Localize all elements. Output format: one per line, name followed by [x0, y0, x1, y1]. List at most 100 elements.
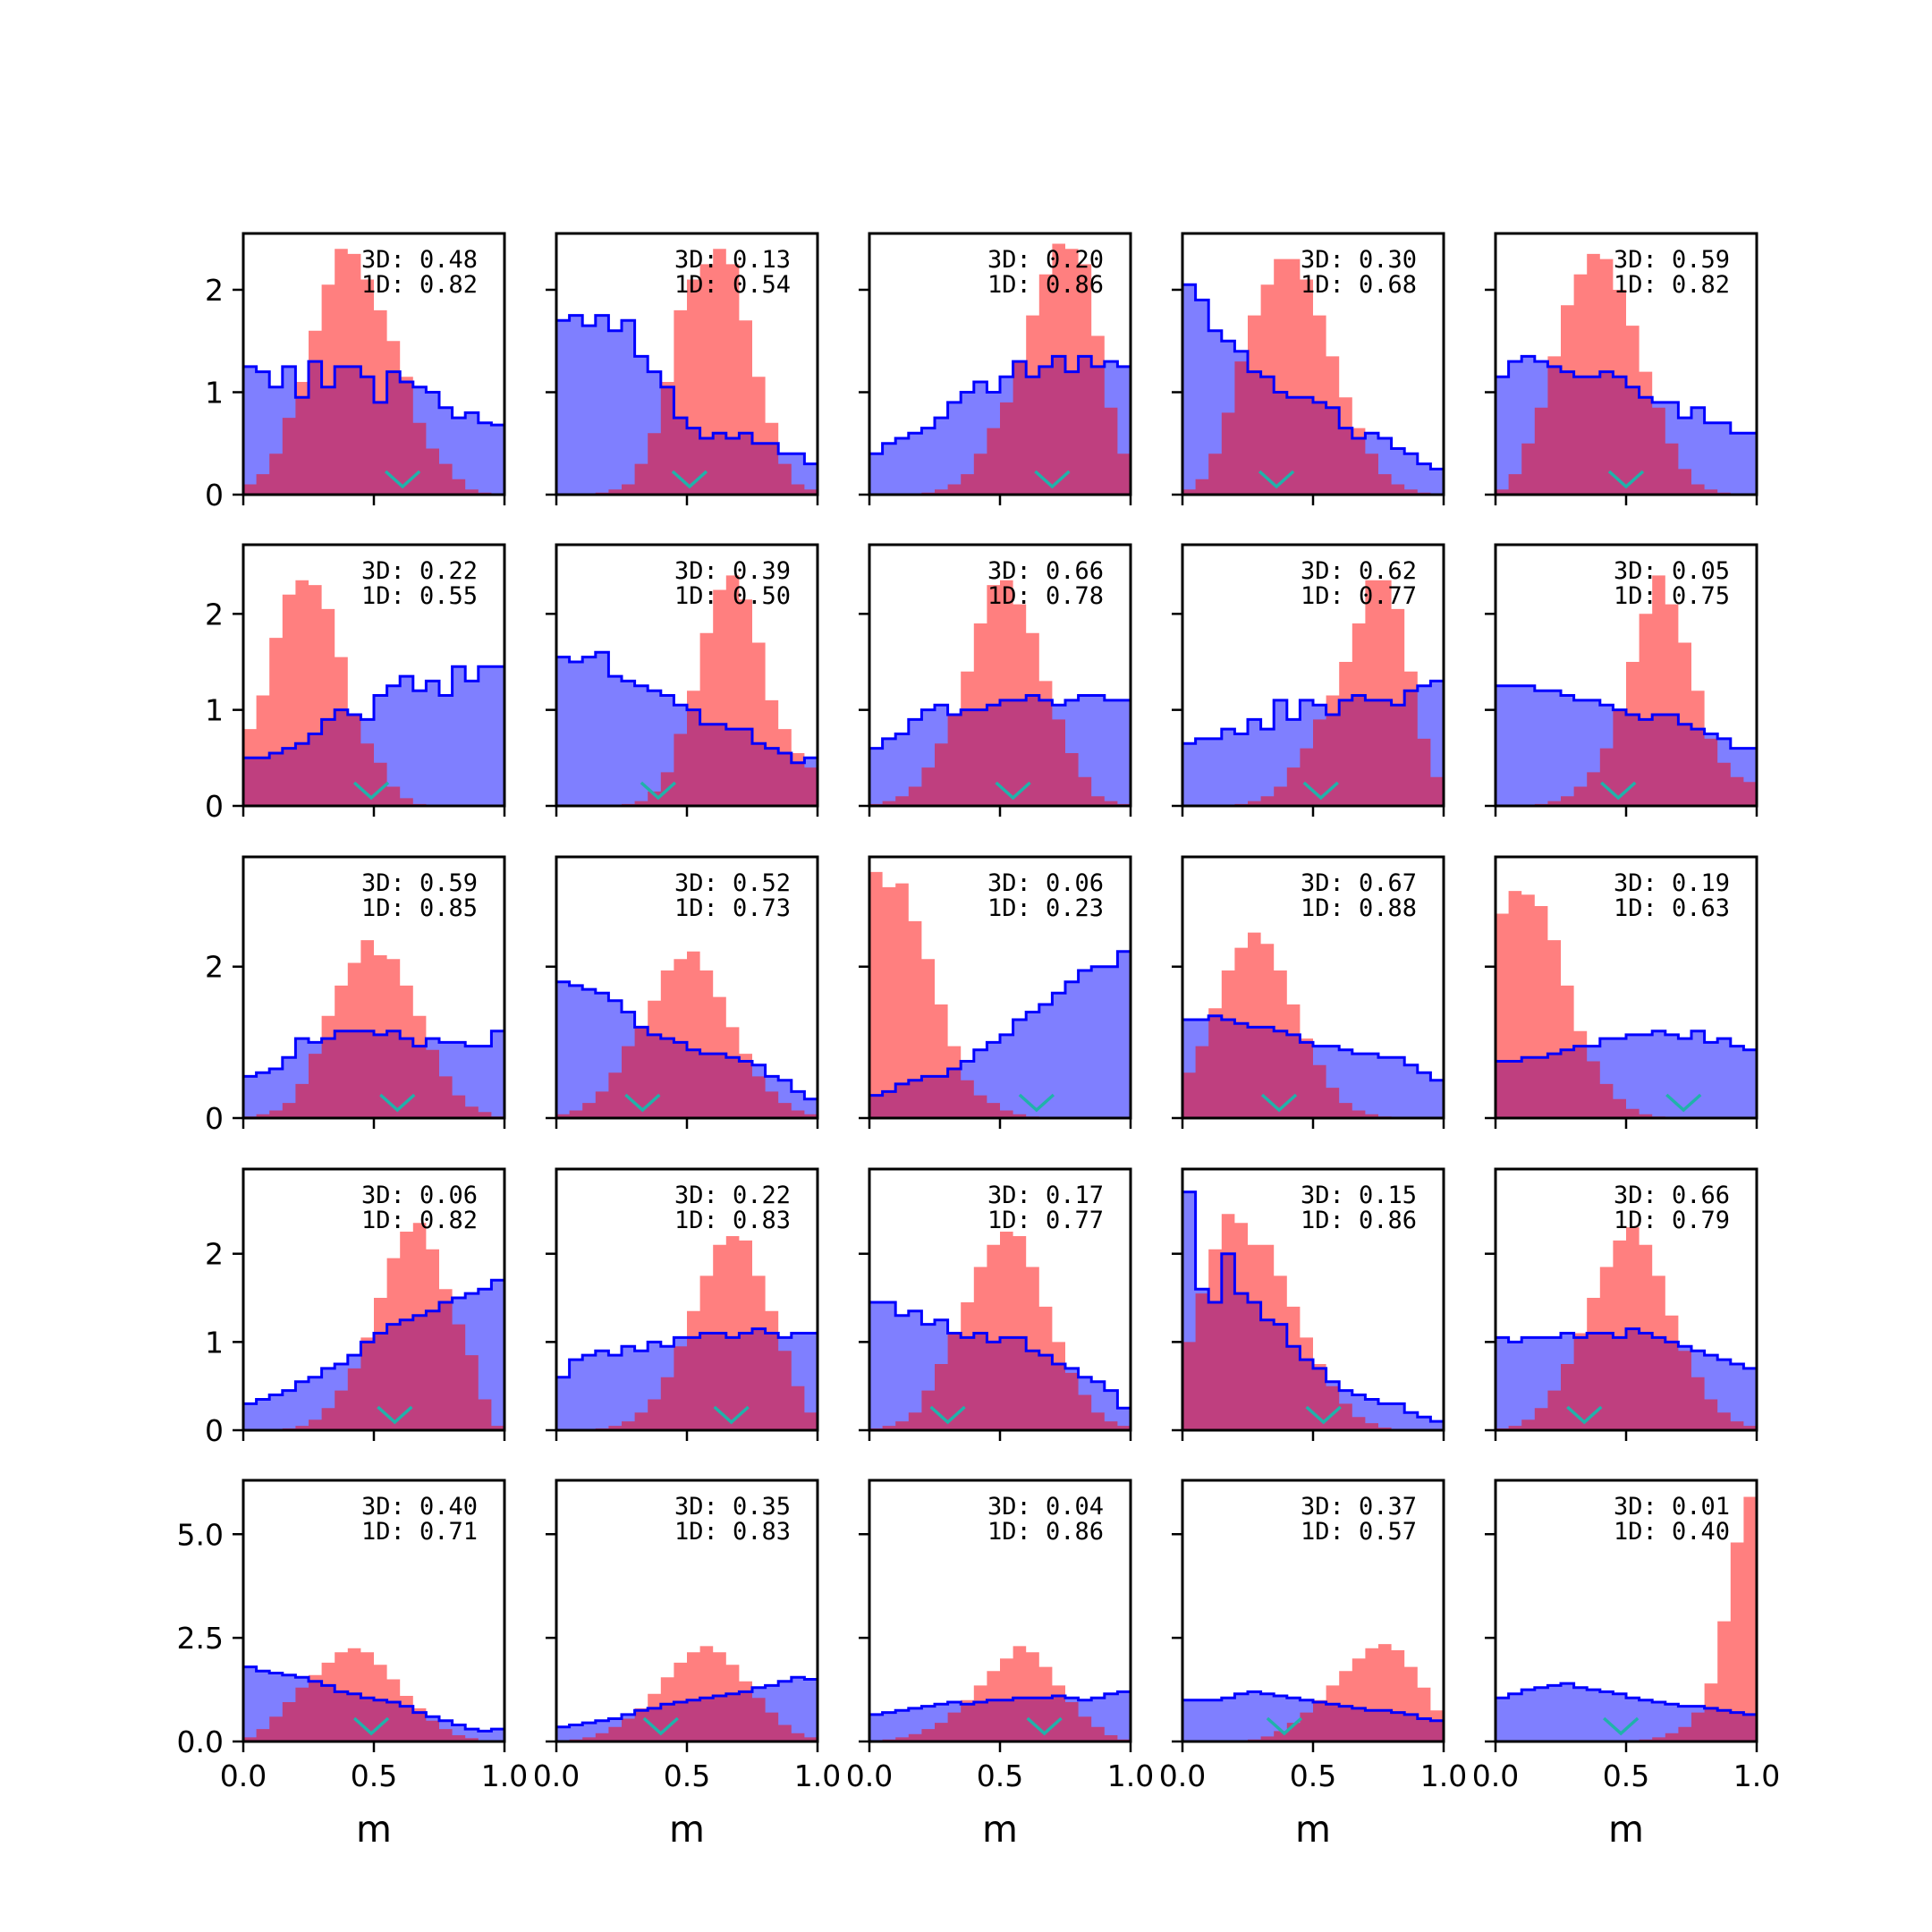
annotation-1d: 1D: 0.82 [361, 271, 478, 299]
blue-histogram-step [556, 650, 818, 765]
annotation-1d: 1D: 0.55 [361, 582, 478, 610]
blue-histogram-step [1182, 283, 1444, 470]
red-histogram-fill [869, 871, 1131, 1118]
annotation-3d: 3D: 0.62 [1301, 557, 1417, 585]
blue-histogram-step [1496, 354, 1757, 435]
v-marker [995, 781, 1031, 801]
annotation-3d: 3D: 0.66 [987, 557, 1104, 585]
y-tick-label: 0 [205, 478, 224, 513]
v-marker [642, 1716, 679, 1736]
annotation-3d: 3D: 0.59 [361, 869, 478, 897]
x-tick-label: 0.5 [664, 1758, 710, 1793]
blue-histogram-step [556, 314, 818, 466]
x-tick-label: 0.0 [220, 1758, 267, 1793]
red-histogram-fill [1496, 575, 1757, 806]
blue-histogram-step [869, 950, 1131, 1097]
v-marker [929, 1405, 966, 1425]
x-tick-label: 0.5 [977, 1758, 1023, 1793]
blue-histogram-step [869, 694, 1131, 750]
plot-area [556, 249, 818, 495]
annotation-1d: 1D: 0.50 [674, 582, 791, 610]
blue-histogram-step [243, 1030, 504, 1078]
plot-area [1182, 1644, 1444, 1741]
v-marker [1665, 1093, 1702, 1113]
y-tick-label: 0 [205, 1413, 224, 1448]
annotation-1d: 1D: 0.57 [1301, 1518, 1417, 1546]
y-tick-label: 0 [205, 789, 224, 824]
v-marker [1607, 470, 1645, 489]
blue-histogram-step [1496, 1682, 1757, 1716]
blue-histogram-step [1182, 1690, 1444, 1723]
annotation-1d: 1D: 0.63 [1614, 894, 1730, 922]
red-histogram-fill [869, 1646, 1131, 1741]
v-marker [1566, 1405, 1603, 1425]
v-marker [1602, 1716, 1640, 1736]
plot-area [243, 580, 504, 806]
v-marker [352, 781, 390, 801]
red-histogram-fill [1182, 258, 1444, 495]
x-tick-label: 0.5 [1603, 1758, 1649, 1793]
v-marker [1600, 781, 1637, 801]
x-tick-label: 0.5 [1290, 1758, 1336, 1793]
annotation-1d: 1D: 0.88 [1301, 894, 1417, 922]
red-histogram-fill [1496, 1496, 1757, 1741]
blue-histogram-step [556, 1675, 818, 1729]
x-axis-label: m [1608, 1808, 1644, 1851]
blue-histogram-step [243, 1665, 504, 1733]
v-marker [1258, 470, 1295, 489]
y-tick-label: 1 [205, 693, 224, 728]
red-histogram-fill [243, 1223, 504, 1430]
plot-area [1182, 1191, 1444, 1430]
blue-histogram-step [869, 1690, 1131, 1716]
red-histogram-fill [1496, 891, 1757, 1118]
annotation-1d: 1D: 0.83 [674, 1518, 791, 1546]
v-marker [671, 470, 708, 489]
red-histogram-fill [243, 249, 504, 495]
y-tick-label: 2 [205, 1237, 224, 1272]
y-tick-label: 1 [205, 375, 224, 410]
annotation-3d: 3D: 0.04 [987, 1493, 1104, 1521]
blue-histogram-step [869, 1301, 1131, 1410]
v-marker [1305, 1405, 1342, 1425]
annotation-3d: 3D: 0.20 [987, 246, 1104, 274]
annotation-1d: 1D: 0.77 [987, 1207, 1104, 1234]
v-marker [713, 1405, 750, 1425]
plot-area [556, 951, 818, 1118]
plot-area [243, 940, 504, 1118]
annotation-3d: 3D: 0.05 [1614, 557, 1730, 585]
blue-histogram-step [1182, 1014, 1444, 1082]
y-tick-label: 2 [205, 597, 224, 631]
blue-histogram-step [1496, 1030, 1757, 1063]
y-tick-label: 0 [205, 1101, 224, 1136]
y-tick-label: 2 [205, 950, 224, 985]
x-axis-label: m [356, 1808, 392, 1851]
annotation-3d: 3D: 0.35 [674, 1493, 791, 1521]
annotation-3d: 3D: 0.01 [1614, 1493, 1730, 1521]
red-histogram-fill [243, 940, 504, 1118]
x-axis-label: m [669, 1808, 705, 1851]
annotation-3d: 3D: 0.52 [674, 869, 791, 897]
red-histogram-fill [869, 243, 1131, 495]
annotation-3d: 3D: 0.17 [987, 1182, 1104, 1209]
annotation-3d: 3D: 0.48 [361, 246, 478, 274]
y-tick-label: 2 [205, 273, 224, 308]
red-histogram-fill [556, 1646, 818, 1741]
annotation-3d: 3D: 0.66 [1614, 1182, 1730, 1209]
blue-histogram-step [556, 1327, 818, 1379]
red-histogram-fill [556, 1236, 818, 1430]
red-histogram-fill [1182, 932, 1444, 1118]
plot-area [869, 1232, 1131, 1430]
